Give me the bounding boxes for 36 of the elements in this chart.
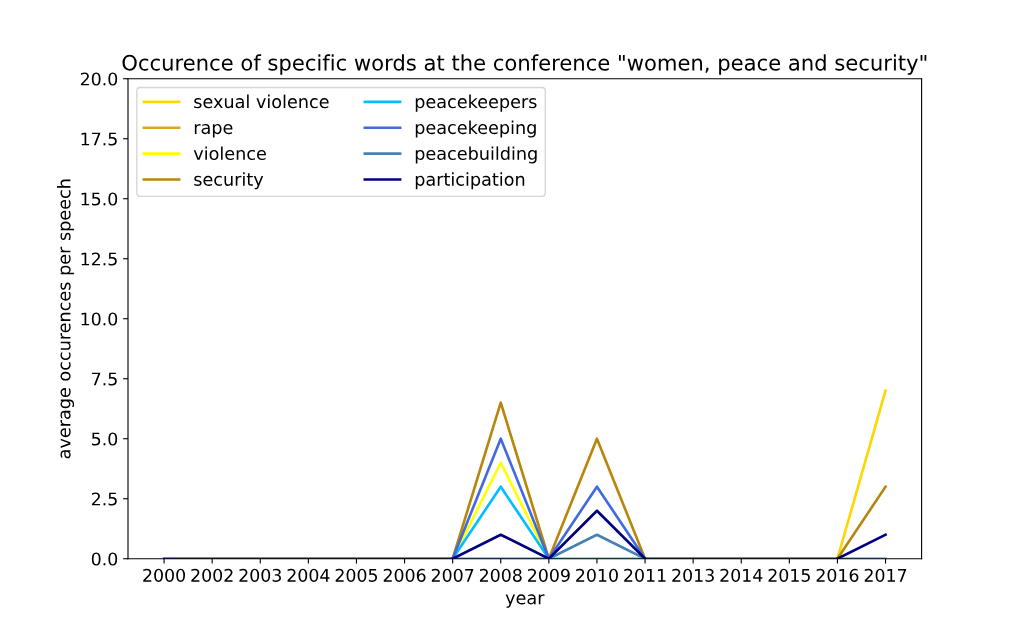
legend-label: peacekeepers <box>415 94 537 112</box>
y-tick-label: 2.5 <box>91 492 117 506</box>
chart-title: Occurence of specific words at the conference "women, peace and security" <box>122 54 927 75</box>
y-tick-label: 10.0 <box>81 312 118 326</box>
legend-label: violence <box>193 146 266 161</box>
x-tick-label: 2003 <box>239 568 281 582</box>
y-tick-label: 20.0 <box>80 72 118 86</box>
y-tick-label: 17.5 <box>81 132 117 146</box>
y-tick-label: 15.0 <box>81 192 118 206</box>
x-tick-label: 2016 <box>816 568 859 582</box>
y-tick-label: 12.5 <box>81 252 117 266</box>
legend-label: peacebuilding <box>415 146 537 164</box>
legend-label: rape <box>194 124 233 138</box>
x-tick-label: 2004 <box>287 568 330 582</box>
legend-label: security <box>194 172 264 190</box>
x-tick-label: 2011 <box>624 568 666 582</box>
y-tick-label: 7.5 <box>92 372 117 386</box>
x-tick-label: 2009 <box>528 568 570 582</box>
x-tick-label: 2014 <box>720 568 763 582</box>
x-tick-label: 2002 <box>191 568 233 582</box>
x-tick-label: 2015 <box>768 568 810 582</box>
legend-label: sexual violence <box>194 94 329 109</box>
x-tick-label: 2013 <box>672 568 714 582</box>
x-axis-title: year <box>505 594 545 608</box>
x-tick-label: 2008 <box>479 568 522 582</box>
x-tick-label: 2006 <box>383 568 426 582</box>
legend-label: participation <box>415 172 525 190</box>
y-tick-label: 5.0 <box>92 432 118 446</box>
y-axis-title: average occurences per speech <box>57 179 75 459</box>
x-tick-label: 2017 <box>864 568 907 582</box>
x-tick-label: 2000 <box>143 568 186 582</box>
legend-label: peacekeeping <box>415 120 536 138</box>
y-tick-label: 0.0 <box>91 552 118 566</box>
x-tick-label: 2010 <box>576 568 618 582</box>
x-tick-label: 2007 <box>431 568 474 582</box>
x-tick-label: 2005 <box>335 568 378 582</box>
